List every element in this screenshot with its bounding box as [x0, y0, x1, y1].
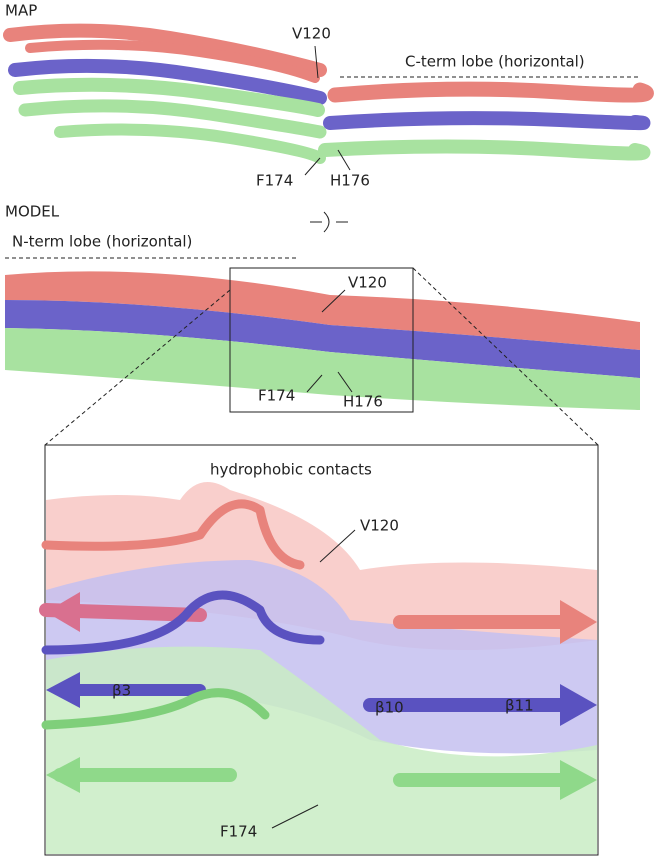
leader: [319, 529, 356, 563]
residue-label: H176: [343, 393, 383, 411]
residue-label: F174: [258, 387, 295, 405]
residue-label: V120: [348, 274, 387, 292]
arrowheads: [46, 592, 597, 800]
residue-label: F174: [220, 823, 257, 841]
residue-label: H176: [330, 172, 370, 190]
leader: [321, 289, 346, 313]
zoom-box: [229, 267, 414, 413]
residue-label: F174: [256, 172, 293, 190]
leader: [306, 374, 323, 393]
zoom-title: hydrophobic contacts: [210, 461, 372, 479]
strand-label: β11: [505, 697, 534, 715]
leader: [337, 371, 353, 393]
lobe-label: C-term lobe (horizontal): [405, 53, 585, 71]
zoom-ribbons: [39, 499, 577, 787]
panel-label: MODEL: [5, 203, 60, 221]
leader: [314, 45, 319, 79]
lobe-label: N-term lobe (horizontal): [12, 233, 192, 251]
residue-label: V120: [292, 25, 331, 43]
map-density: [3, 23, 654, 164]
zoom-lines: [44, 267, 599, 446]
leader: [337, 149, 351, 171]
strand-label: β3: [112, 682, 131, 700]
rotation-icon: [310, 211, 348, 233]
panel-label: MAP: [5, 2, 37, 20]
leader: [271, 804, 319, 829]
strand-label: β10: [375, 699, 404, 717]
residue-label: V120: [360, 517, 399, 535]
model-surface: [5, 271, 640, 410]
leader: [304, 157, 321, 176]
